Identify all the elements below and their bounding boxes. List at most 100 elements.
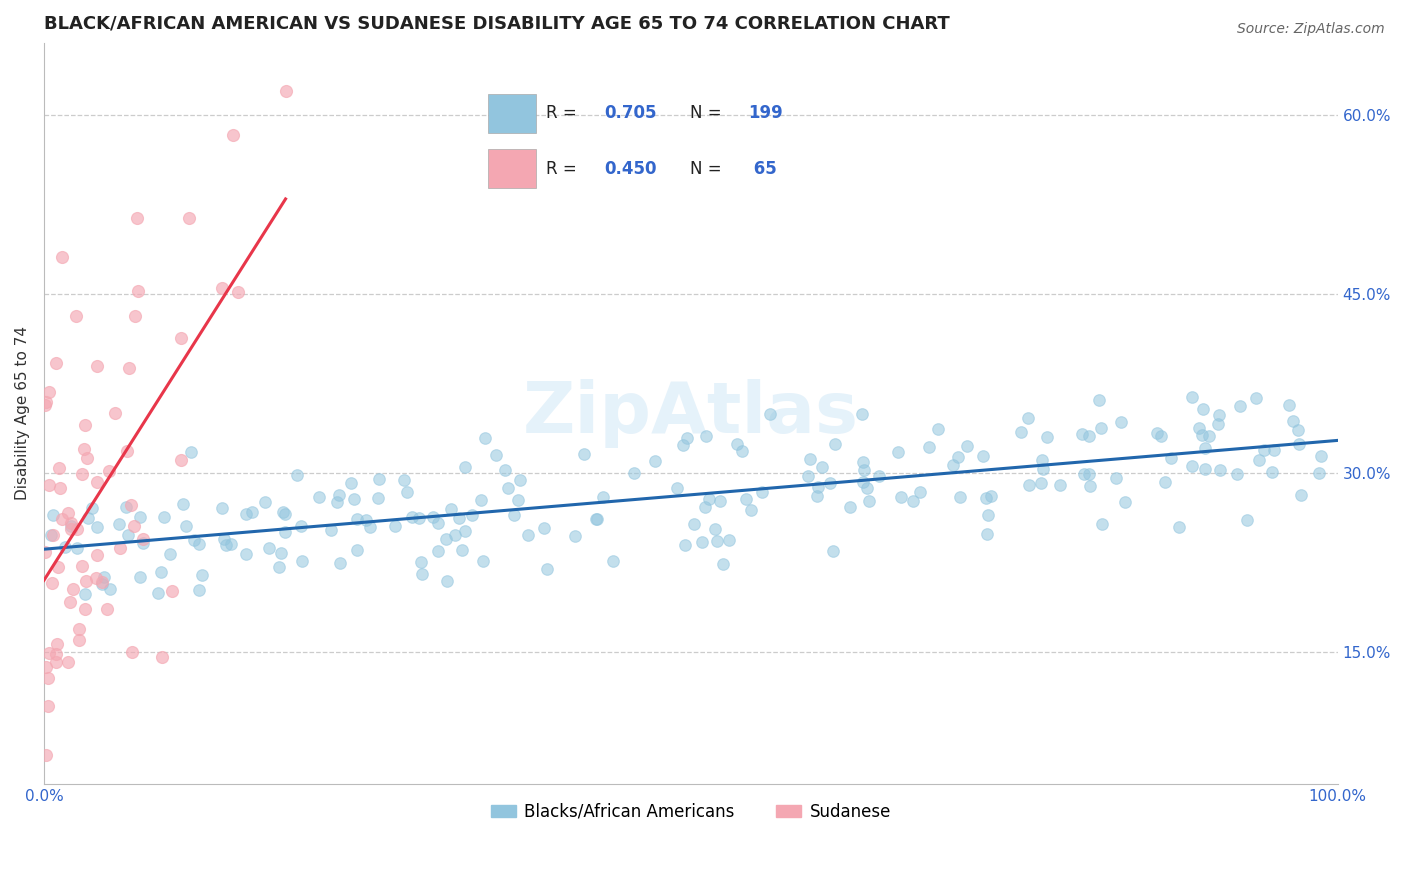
Point — [1181, 459, 1204, 474]
Point — [673, 538, 696, 552]
Point — [439, 502, 461, 516]
Point — [66, 522, 89, 536]
Point — [150, 650, 173, 665]
Point — [308, 490, 330, 504]
Point — [839, 500, 862, 514]
Point — [422, 510, 444, 524]
Point — [49, 481, 72, 495]
Point — [131, 532, 153, 546]
Point — [1206, 417, 1229, 432]
Point — [1263, 443, 1285, 458]
Point — [1180, 390, 1202, 404]
Point — [470, 492, 492, 507]
Point — [235, 507, 257, 521]
Point — [1168, 520, 1191, 534]
Point — [572, 446, 595, 460]
Point — [517, 528, 540, 542]
Point — [42, 508, 65, 522]
Point — [503, 508, 526, 522]
Point — [434, 533, 457, 547]
Point — [34, 544, 56, 558]
Point — [1114, 495, 1136, 509]
Point — [38, 647, 60, 661]
Point — [98, 464, 121, 478]
Point — [697, 491, 720, 506]
Point — [226, 285, 249, 299]
Point — [269, 560, 291, 574]
Point — [1225, 467, 1247, 482]
Point — [1208, 408, 1230, 422]
Point — [108, 517, 131, 532]
Point — [974, 491, 997, 505]
Point — [73, 442, 96, 456]
Point — [1091, 516, 1114, 531]
Point — [75, 418, 97, 433]
Point — [1278, 398, 1301, 412]
Point — [887, 445, 910, 459]
Point — [67, 623, 90, 637]
Point — [367, 491, 389, 505]
Point — [852, 463, 875, 477]
Point — [356, 513, 378, 527]
Point — [42, 528, 65, 542]
Point — [329, 556, 352, 570]
Point — [976, 527, 998, 541]
Point — [1049, 478, 1071, 492]
Point — [1032, 461, 1054, 475]
Point — [172, 497, 194, 511]
Point — [852, 455, 875, 469]
Point — [153, 509, 176, 524]
Point — [666, 482, 689, 496]
Point — [751, 484, 773, 499]
Point — [65, 309, 87, 323]
Point — [759, 407, 782, 421]
Point — [86, 548, 108, 562]
Point — [1031, 453, 1053, 467]
Point — [672, 438, 695, 452]
Point — [60, 516, 83, 530]
Point — [972, 449, 994, 463]
Point — [1194, 441, 1216, 455]
Point — [359, 520, 381, 534]
Point — [93, 569, 115, 583]
Point — [108, 541, 131, 555]
Point — [824, 437, 846, 451]
Point — [271, 505, 294, 519]
Point — [506, 493, 529, 508]
Point — [740, 503, 762, 517]
Point — [96, 602, 118, 616]
Point — [45, 647, 67, 661]
Point — [72, 559, 94, 574]
Point — [287, 468, 309, 483]
Point — [1260, 465, 1282, 479]
Point — [37, 671, 59, 685]
Point — [174, 519, 197, 533]
Point — [927, 422, 949, 436]
Point — [453, 524, 475, 538]
Point — [122, 519, 145, 533]
Point — [485, 448, 508, 462]
Point — [129, 570, 152, 584]
Point — [409, 555, 432, 569]
Point — [592, 490, 614, 504]
Point — [384, 518, 406, 533]
Point — [1018, 478, 1040, 492]
Point — [394, 474, 416, 488]
Point — [1146, 426, 1168, 441]
Point — [77, 510, 100, 524]
Point — [1191, 427, 1213, 442]
Point — [100, 582, 122, 596]
Point — [45, 637, 67, 651]
Point — [170, 331, 193, 345]
Point — [818, 476, 841, 491]
Point — [695, 428, 717, 442]
Point — [1249, 453, 1271, 467]
Point — [104, 406, 127, 420]
Point — [735, 492, 758, 507]
Point — [1070, 426, 1092, 441]
Point — [718, 533, 741, 548]
Point — [494, 463, 516, 477]
Point — [474, 431, 496, 445]
Point — [48, 461, 70, 475]
Point — [461, 508, 484, 522]
